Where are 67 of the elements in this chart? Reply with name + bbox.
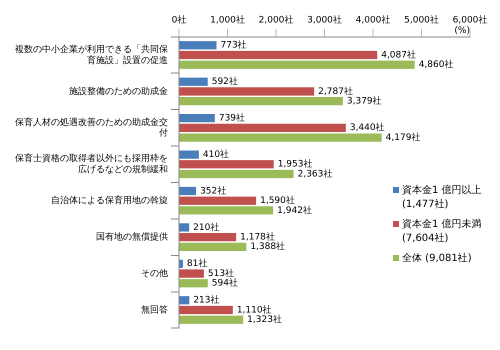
y-tick-label: 保育人材の処遇改善のための助成金交付	[15, 116, 168, 139]
bar	[180, 60, 415, 69]
bar	[180, 279, 208, 288]
x-tick-label: 6,000社	[452, 14, 488, 26]
bar	[180, 114, 215, 122]
y-tick-label: 無回答	[141, 304, 168, 316]
bar	[180, 160, 274, 168]
data-label: 1,178社	[240, 231, 275, 242]
x-tick-label: 4,000社	[356, 14, 390, 26]
data-label: 213社	[193, 294, 220, 306]
bar	[180, 196, 256, 205]
bar	[180, 186, 196, 196]
bar	[180, 78, 208, 86]
bar	[180, 223, 190, 232]
y-tick-label: 複数の中小企業が利用できる「共同保育施設」設置の促進	[15, 44, 168, 66]
data-label: 773社	[220, 40, 247, 51]
y-tick-label: 保育士資格の取得者以外にも採用枠を広げるなどの規制緩和	[15, 153, 168, 176]
data-label: 1,110社	[236, 304, 272, 316]
data-label: 4,179社	[386, 132, 420, 143]
data-label: 352社	[200, 185, 226, 196]
data-label: 3,440社	[350, 122, 385, 134]
x-tick-label: 0社	[172, 14, 186, 26]
bar	[180, 306, 233, 314]
bar	[180, 41, 216, 50]
data-label: 410社	[202, 148, 230, 160]
data-label: 210社	[193, 222, 220, 233]
data-label: 594社	[212, 278, 238, 289]
data-label: 513社	[208, 268, 234, 279]
data-label: 1,323社	[247, 314, 282, 326]
y-tick-label: 施設整備のための助成金	[69, 86, 168, 97]
x-tick-label: 3,000社	[307, 14, 342, 26]
y-tick-label: 国有地の無償提供	[96, 231, 168, 242]
y-tick-label: 自治体による保育用地の斡旋	[51, 195, 168, 206]
bar	[180, 269, 204, 278]
bar	[180, 242, 246, 251]
data-label: 1,942社	[277, 204, 312, 216]
legend-label: 資本金1 億円以上 (1,477社)	[402, 184, 483, 211]
bar	[180, 260, 183, 268]
bar	[180, 206, 274, 215]
legend-label: 全体 (9,081社)	[402, 252, 472, 265]
bar	[180, 50, 378, 60]
y-tick-label: その他	[141, 268, 168, 279]
data-label: 1,953社	[278, 158, 312, 170]
data-label: 2,363社	[298, 168, 332, 180]
data-label: 4,860社	[418, 59, 454, 70]
bar	[180, 133, 382, 142]
x-tick-label: 1,000社	[210, 14, 245, 26]
data-label: 592社	[212, 76, 238, 88]
bar	[180, 296, 190, 304]
data-label: 1,388社	[250, 241, 286, 252]
bar	[180, 150, 199, 159]
data-label: 1,590社	[260, 195, 295, 206]
data-label: 4,087社	[381, 49, 416, 60]
bar	[180, 87, 314, 96]
bar	[180, 124, 346, 132]
data-label: 739社	[218, 112, 246, 124]
x-tick-label: 2,000社	[258, 14, 294, 26]
data-label: 2,787社	[318, 86, 353, 97]
data-label: 3,379社	[346, 95, 382, 106]
legend-label: 資本金1 億円未満 (7,604社)	[402, 218, 483, 245]
bar	[180, 316, 244, 324]
x-tick-label: 5,000社	[404, 14, 439, 26]
bar	[180, 170, 294, 178]
data-label: 81社	[186, 258, 208, 270]
bar	[180, 97, 343, 106]
x-axis-title: (%)	[454, 26, 470, 36]
bar	[180, 233, 236, 242]
